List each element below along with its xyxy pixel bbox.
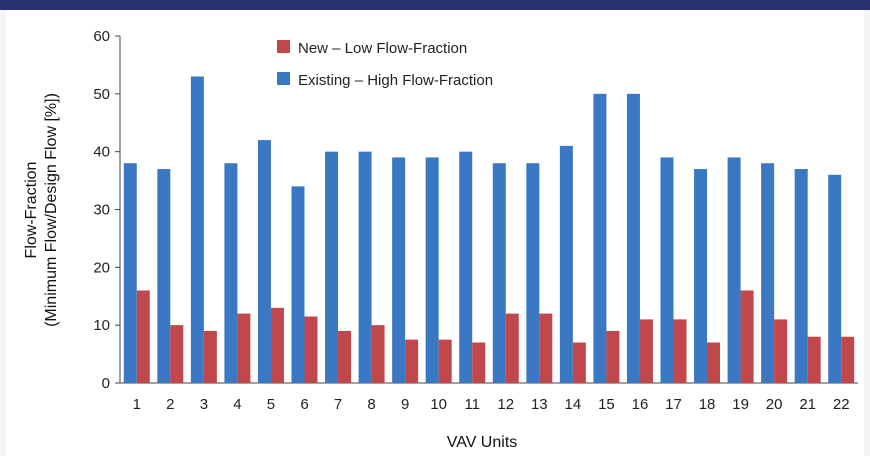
bar-existing bbox=[257, 140, 271, 383]
bar-new bbox=[539, 313, 553, 383]
x-tick-label: 17 bbox=[665, 396, 682, 413]
x-tick-label: 18 bbox=[699, 396, 716, 413]
bar-existing bbox=[157, 169, 171, 383]
bars bbox=[123, 76, 855, 383]
x-tick-label: 2 bbox=[166, 396, 174, 413]
bar-new bbox=[673, 319, 687, 383]
x-tick-label: 3 bbox=[200, 396, 208, 413]
bar-new bbox=[505, 313, 519, 383]
y-axis-title: Flow-Fraction (Minimum Flow/Design Flow … bbox=[23, 93, 60, 327]
bar-new bbox=[203, 330, 217, 383]
y-tick-label: 30 bbox=[93, 202, 110, 219]
bar-existing bbox=[794, 169, 808, 383]
bar-existing bbox=[559, 145, 573, 383]
bar-new bbox=[841, 336, 855, 383]
bar-new bbox=[707, 342, 721, 383]
bar-existing bbox=[358, 151, 372, 383]
x-tick-label: 12 bbox=[497, 396, 514, 413]
bar-new bbox=[136, 290, 150, 383]
bar-existing bbox=[291, 186, 305, 383]
x-tick-label: 13 bbox=[531, 396, 548, 413]
x-tick-label: 11 bbox=[464, 396, 480, 413]
x-tick-label: 8 bbox=[367, 396, 375, 413]
x-tick-label: 14 bbox=[565, 396, 582, 413]
bar-existing bbox=[123, 163, 137, 383]
bar-new bbox=[170, 325, 184, 383]
bar-new bbox=[774, 319, 788, 383]
bar-new bbox=[338, 330, 352, 383]
bar-new bbox=[572, 342, 586, 383]
bar-existing bbox=[392, 157, 406, 383]
x-tick-label: 15 bbox=[598, 396, 615, 413]
bar-existing bbox=[828, 174, 842, 383]
x-tick-label: 10 bbox=[430, 396, 447, 413]
bar-existing bbox=[761, 163, 775, 383]
x-tick-label: 1 bbox=[133, 396, 141, 413]
bar-new bbox=[371, 325, 385, 383]
bar-new bbox=[270, 307, 284, 383]
y-tick-label: 0 bbox=[102, 375, 110, 392]
header-bar bbox=[0, 0, 870, 10]
legend-label-new: New – Low Flow-Fraction bbox=[298, 40, 467, 57]
x-tick-label: 22 bbox=[833, 396, 850, 413]
x-tick-label: 9 bbox=[401, 396, 409, 413]
bar-existing bbox=[727, 157, 741, 383]
x-tick-label: 4 bbox=[233, 396, 241, 413]
bar-chart: Flow-Fraction (Minimum Flow/Design Flow … bbox=[23, 28, 858, 451]
bar-new bbox=[237, 313, 251, 383]
y-tick-label: 20 bbox=[93, 259, 110, 276]
bar-new bbox=[639, 319, 653, 383]
bar-existing bbox=[224, 163, 238, 383]
legend-swatch-new bbox=[277, 40, 290, 53]
bar-existing bbox=[459, 151, 473, 383]
x-tick-label: 6 bbox=[300, 396, 308, 413]
x-tick-label: 21 bbox=[799, 396, 816, 413]
y-tick-label: 40 bbox=[93, 144, 110, 161]
bar-new bbox=[606, 330, 620, 383]
y-axis-title-line-1: Flow-Fraction bbox=[23, 162, 40, 259]
legend-label-existing: Existing – High Flow-Fraction bbox=[298, 72, 493, 89]
bar-existing bbox=[593, 93, 607, 383]
y-tick-label: 60 bbox=[93, 28, 110, 45]
bar-new bbox=[304, 316, 318, 383]
bar-existing bbox=[492, 163, 506, 383]
chart-panel: Flow-Fraction (Minimum Flow/Design Flow … bbox=[6, 10, 864, 456]
y-axis-title-line-2: (Minimum Flow/Design Flow [%]) bbox=[43, 93, 60, 327]
x-tick-label: 19 bbox=[732, 396, 749, 413]
bar-new bbox=[740, 290, 754, 383]
bar-new bbox=[807, 336, 821, 383]
bar-new bbox=[405, 339, 419, 383]
bar-existing bbox=[425, 157, 439, 383]
bar-existing bbox=[694, 169, 708, 383]
bar-existing bbox=[190, 76, 204, 383]
bar-existing bbox=[626, 93, 640, 383]
x-tick-label: 20 bbox=[766, 396, 783, 413]
bar-new bbox=[438, 339, 452, 383]
x-tick-label: 7 bbox=[334, 396, 342, 413]
bar-existing bbox=[325, 151, 339, 383]
bar-new bbox=[472, 342, 486, 383]
y-tick-label: 10 bbox=[93, 317, 110, 334]
y-tick-label: 50 bbox=[93, 86, 110, 103]
x-axis-title: VAV Units bbox=[447, 434, 518, 451]
x-tick-label: 5 bbox=[267, 396, 275, 413]
bar-existing bbox=[526, 163, 540, 383]
x-tick-label: 16 bbox=[632, 396, 649, 413]
legend-swatch-existing bbox=[277, 72, 290, 85]
legend: New – Low Flow-Fraction Existing – High … bbox=[277, 40, 493, 89]
bar-existing bbox=[660, 157, 674, 383]
